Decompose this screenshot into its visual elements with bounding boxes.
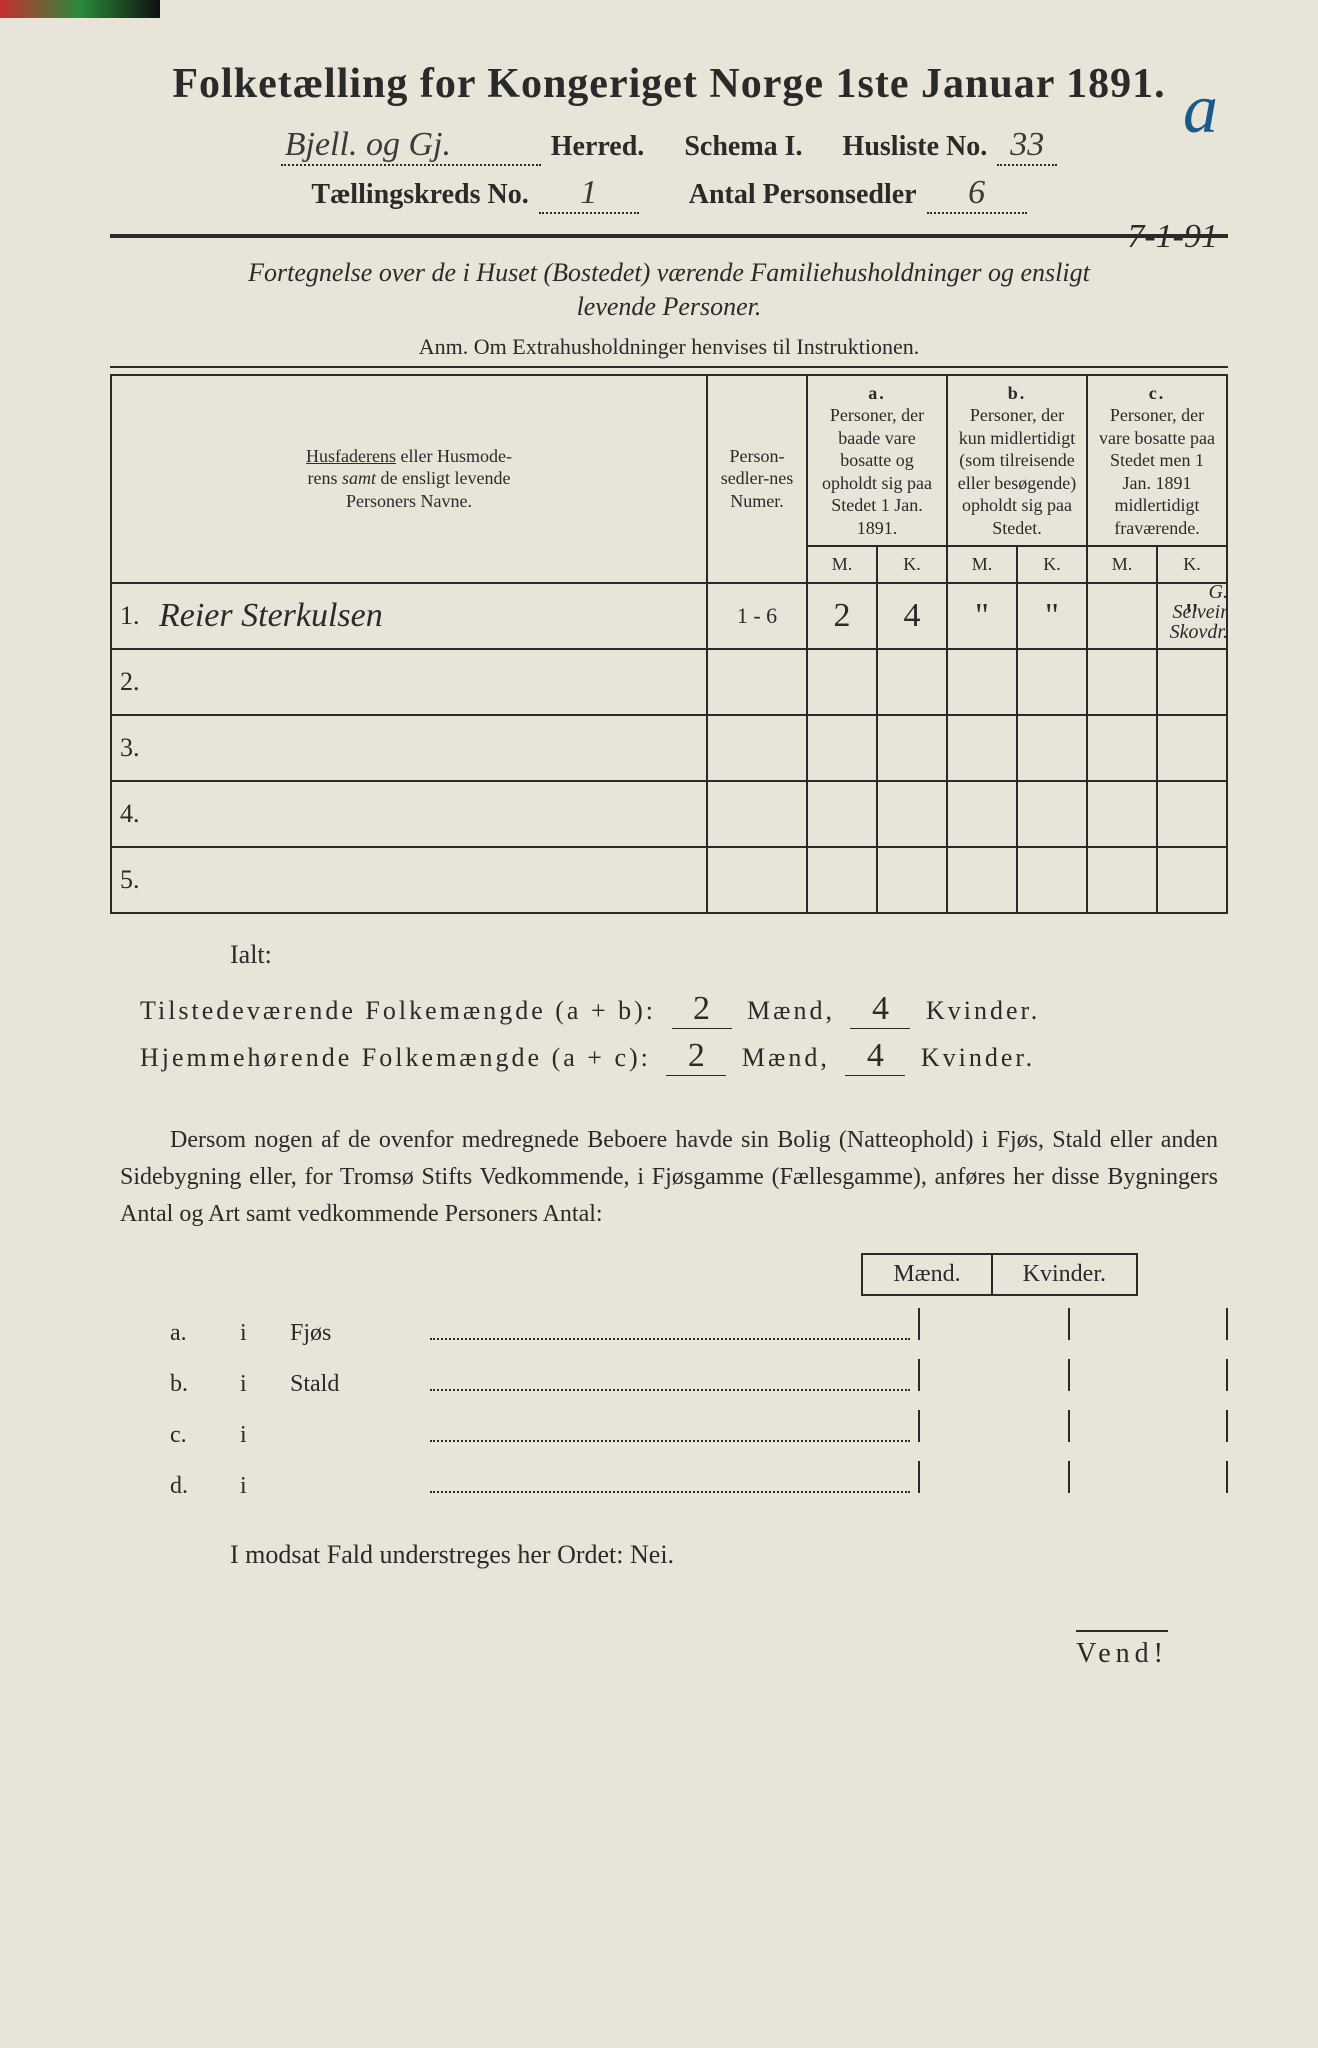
husliste-label: Husliste No. [843,131,988,163]
sub-row: b. i Stald [170,1359,1228,1398]
col-b-m: M. [947,546,1017,583]
vendi-label: Vend! [1076,1630,1168,1670]
col-name-header: Husfaderens eller Husmode-rens samt de e… [111,375,707,583]
sub-row: d. i [170,1461,1228,1500]
fortegnelse-heading: Fortegnelse over de i Huset (Bostedet) v… [110,256,1228,324]
col-c-m: M. [1087,546,1157,583]
col-a-k: K. [877,546,947,583]
col-b-header: b. Personer, der kun midlertidigt (som t… [947,375,1087,547]
row-name: Reier Sterkulsen [151,583,707,649]
sub-head-m: Mænd. [861,1253,990,1296]
margin-note: G. Selveir Skovdr. [1158,582,1228,642]
sub-head-k: Kvinder. [991,1253,1138,1296]
col-numer-header: Person-sedler-nes Numer. [707,375,807,583]
kreds-no: 1 [539,174,639,214]
table-row: 5. [111,847,1227,913]
row-name [151,781,707,847]
total-m2: 2 [666,1037,726,1076]
antal-label: Antal Personsedler [689,179,917,211]
header-line-2: Tællingskreds No. 1 Antal Personsedler 6 [110,174,1228,214]
divider-thin [110,366,1228,368]
dersom-paragraph: Dersom nogen af de ovenfor medregnede Be… [120,1122,1218,1234]
anm-note: Anm. Om Extrahusholdninger henvises til … [110,334,1228,360]
row-numer [707,847,807,913]
row-a-m: 2 [807,583,877,649]
row-number: 3. [111,715,151,781]
row-number: 2. [111,649,151,715]
header-line-1: Bjell. og Gj. Herred. Schema I. Husliste… [110,126,1228,166]
table-row: 1. Reier Sterkulsen 1 - 6 2 4 " " " G. S… [111,583,1227,649]
row-numer [707,649,807,715]
row-a-k: 4 [877,583,947,649]
row-numer [707,715,807,781]
table-body: 1. Reier Sterkulsen 1 - 6 2 4 " " " G. S… [111,583,1227,913]
table-row: 2. [111,649,1227,715]
col-b-k: K. [1017,546,1087,583]
total-k2: 4 [845,1037,905,1076]
col-a-m: M. [807,546,877,583]
table-row: 4. [111,781,1227,847]
row-c-k: " G. Selveir Skovdr. [1157,583,1227,649]
kreds-label: Tællingskreds No. [311,179,528,211]
schema-label: Schema I. [684,131,802,163]
table-row: 3. [111,715,1227,781]
modsat-line: I modsat Fald understreges her Ordet: Ne… [230,1540,1228,1570]
row-b-m: " [947,583,1017,649]
totals-line-1: Tilstedeværende Folkemængde (a + b): 2 M… [140,990,1228,1029]
row-name [151,847,707,913]
row-number: 5. [111,847,151,913]
row-name [151,715,707,781]
sub-row: c. i [170,1410,1228,1449]
sub-row: a. i Fjøs [170,1308,1228,1347]
fortegnelse-line1: Fortegnelse over de i Huset (Bostedet) v… [248,258,1090,287]
col-c-k: K. [1157,546,1227,583]
page-title: Folketælling for Kongeriget Norge 1ste J… [110,60,1228,108]
col-c-header: c. Personer, der vare bosatte paa Stedet… [1087,375,1227,547]
row-name [151,649,707,715]
ialt-label: Ialt: [230,940,1228,970]
herred-label: Herred. [551,131,645,163]
col-a-header: a. Personer, der baade vare bosatte og o… [807,375,947,547]
total-m1: 2 [672,990,732,1029]
herred-value: Bjell. og Gj. [281,126,541,166]
row-number: 1. [111,583,151,649]
row-b-k: " [1017,583,1087,649]
totals-line-2: Hjemmehørende Folkemængde (a + c): 2 Mæn… [140,1037,1228,1076]
husliste-no: 33 [997,126,1057,166]
row-number: 4. [111,781,151,847]
fortegnelse-line2: levende Personer. [577,292,762,321]
antal-no: 6 [927,174,1027,214]
handwritten-annotation-a: a [1183,70,1218,150]
sub-table-head: Mænd. Kvinder. [170,1253,1138,1296]
date-annotation: 7-1-91 [1127,218,1218,256]
row-numer [707,781,807,847]
divider-thick [110,234,1228,238]
row-numer: 1 - 6 [707,583,807,649]
row-c-m [1087,583,1157,649]
total-k1: 4 [850,990,910,1029]
main-table: Husfaderens eller Husmode-rens samt de e… [110,374,1228,914]
sub-table: Mænd. Kvinder. a. i Fjøs b. i Stald c. i… [170,1253,1228,1500]
scan-artifact-strip [0,0,160,18]
